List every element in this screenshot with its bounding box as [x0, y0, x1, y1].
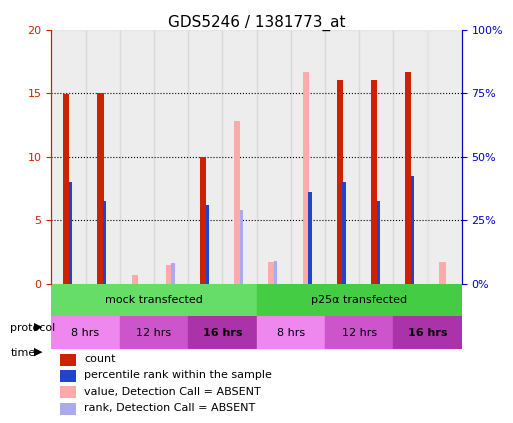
- Text: value, Detection Call = ABSENT: value, Detection Call = ABSENT: [84, 387, 261, 397]
- Text: p25α transfected: p25α transfected: [311, 295, 407, 305]
- Bar: [268, 262, 274, 284]
- Bar: [51, 284, 256, 316]
- Bar: [377, 201, 380, 284]
- Text: ▶: ▶: [34, 321, 43, 332]
- Bar: [405, 71, 411, 284]
- Bar: [222, 30, 256, 284]
- Bar: [188, 316, 256, 349]
- Bar: [97, 93, 104, 284]
- Bar: [188, 30, 222, 284]
- Text: protocol: protocol: [10, 323, 55, 333]
- Bar: [427, 30, 462, 284]
- Text: rank, Detection Call = ABSENT: rank, Detection Call = ABSENT: [84, 403, 255, 413]
- Bar: [60, 387, 76, 398]
- Bar: [393, 316, 462, 349]
- Bar: [86, 30, 120, 284]
- Bar: [440, 262, 446, 284]
- Bar: [359, 30, 393, 284]
- Text: time: time: [10, 348, 35, 358]
- Bar: [342, 182, 346, 284]
- Bar: [103, 201, 106, 284]
- Bar: [274, 261, 278, 284]
- Bar: [63, 94, 69, 284]
- Bar: [393, 30, 427, 284]
- Text: 8 hrs: 8 hrs: [277, 328, 305, 338]
- Bar: [234, 121, 241, 284]
- Bar: [120, 30, 154, 284]
- Bar: [51, 316, 120, 349]
- Text: 16 hrs: 16 hrs: [203, 328, 242, 338]
- Bar: [132, 275, 138, 284]
- Bar: [171, 264, 175, 284]
- Text: 12 hrs: 12 hrs: [136, 328, 171, 338]
- Bar: [325, 30, 359, 284]
- Bar: [60, 370, 76, 382]
- Bar: [291, 30, 325, 284]
- Text: 16 hrs: 16 hrs: [408, 328, 447, 338]
- Bar: [69, 182, 72, 284]
- Bar: [240, 210, 243, 284]
- Text: percentile rank within the sample: percentile rank within the sample: [84, 370, 272, 380]
- Bar: [371, 80, 377, 284]
- Text: GDS5246 / 1381773_at: GDS5246 / 1381773_at: [168, 15, 345, 31]
- Bar: [256, 316, 325, 349]
- Bar: [303, 71, 309, 284]
- Text: 12 hrs: 12 hrs: [342, 328, 377, 338]
- Bar: [166, 265, 172, 284]
- Bar: [325, 316, 393, 349]
- Bar: [120, 316, 188, 349]
- Bar: [337, 80, 343, 284]
- Bar: [206, 205, 209, 284]
- Text: count: count: [84, 354, 115, 364]
- Bar: [256, 284, 462, 316]
- Text: mock transfected: mock transfected: [105, 295, 203, 305]
- Bar: [60, 354, 76, 365]
- Bar: [154, 30, 188, 284]
- Bar: [51, 30, 86, 284]
- Text: 8 hrs: 8 hrs: [71, 328, 100, 338]
- Bar: [200, 157, 206, 284]
- Bar: [256, 30, 291, 284]
- Bar: [60, 403, 76, 415]
- Bar: [308, 192, 311, 284]
- Bar: [411, 176, 414, 284]
- Text: ▶: ▶: [34, 347, 43, 357]
